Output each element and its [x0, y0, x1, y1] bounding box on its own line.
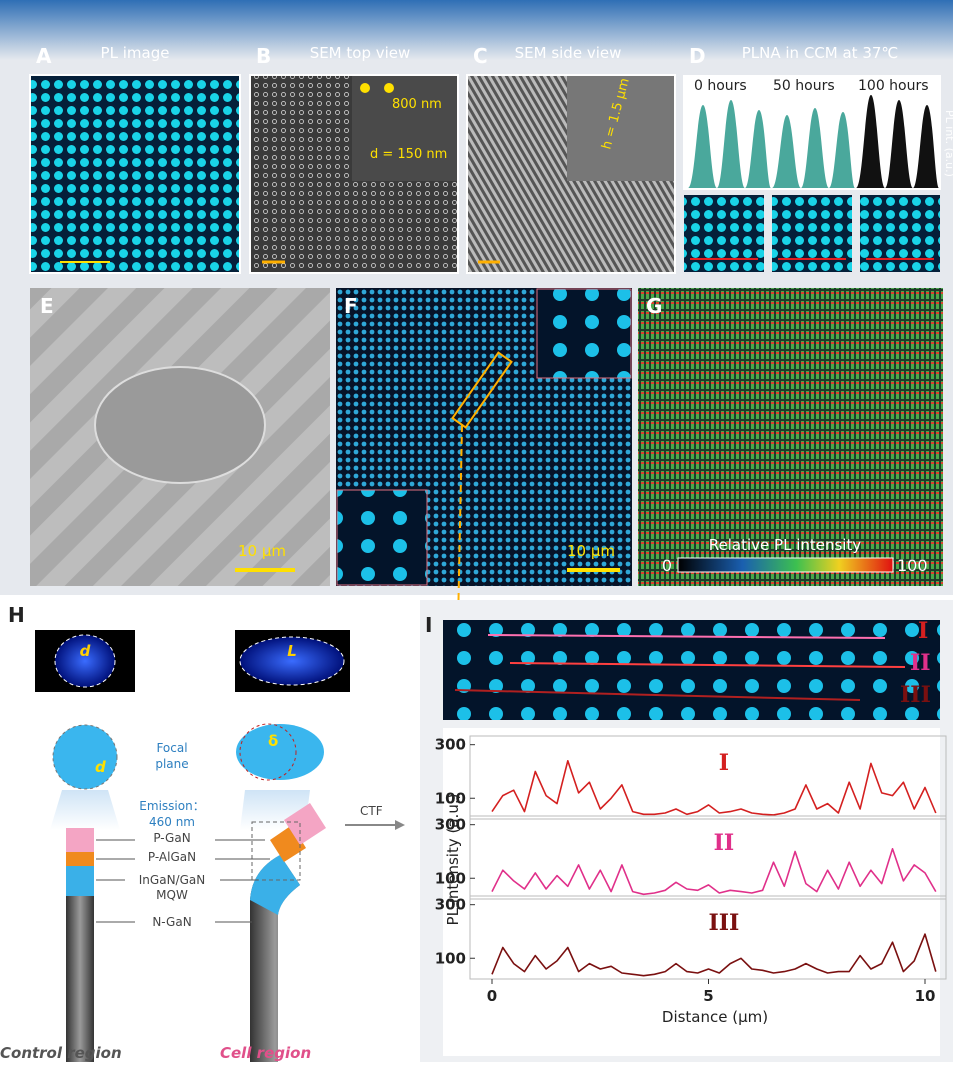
panel-label: E	[40, 294, 54, 318]
width-label: L	[287, 642, 297, 660]
x-tick-label: 10	[915, 987, 936, 1005]
width-label: d	[80, 642, 91, 660]
beam	[50, 790, 120, 830]
spot-image	[684, 195, 764, 272]
colorbar-tick: 0	[662, 556, 672, 575]
emission-label: 460 nm	[149, 815, 195, 829]
plot-area	[443, 728, 940, 1056]
layer-n-gan	[66, 896, 94, 1062]
layer-p-algan	[66, 852, 94, 866]
panel-title: SEM top view	[310, 44, 411, 62]
layer-label: InGaN/GaN	[139, 873, 205, 887]
layer-label: P-GaN	[153, 831, 190, 845]
spot-image	[860, 195, 940, 272]
colorbar-label: Relative PL intensity	[709, 536, 862, 554]
emission-label: Emission：	[139, 799, 204, 813]
axis-label: PL int. (a.u.)	[943, 110, 953, 177]
annotation: 800 nm	[392, 97, 442, 112]
layer-label: N-GaN	[152, 915, 191, 929]
panel-label: B	[256, 44, 271, 68]
inset	[337, 490, 427, 585]
cell	[95, 367, 265, 483]
profile	[772, 108, 855, 188]
panel-label: F	[344, 294, 358, 318]
panel-title: PL image	[101, 44, 170, 62]
figure: A PL image 800 nm d = 150 nm B SEM top v…	[0, 0, 953, 1062]
page: PLNA figure html, body { margin: 0; padd…	[0, 0, 953, 1062]
y-tick-label: 100	[435, 949, 466, 967]
panel-label: C	[473, 44, 488, 68]
x-axis-label: Distance (µm)	[662, 1008, 768, 1026]
focal-label: Focal	[156, 741, 187, 755]
line-annotation: II	[714, 830, 735, 856]
line-label: III	[900, 682, 931, 708]
inset	[537, 289, 631, 378]
line-label: II	[910, 650, 931, 676]
panel-title: SEM side view	[515, 44, 622, 62]
spot-image	[772, 195, 852, 272]
x-tick-label: 0	[487, 987, 497, 1005]
colorbar-tick: 100	[897, 556, 928, 575]
pl-image	[30, 75, 240, 273]
panel-title: PLNA in CCM at 37℃	[742, 44, 899, 62]
focal-spot	[53, 725, 117, 789]
marker	[360, 83, 370, 93]
focal-label: plane	[155, 757, 188, 771]
line-label: I	[918, 618, 928, 644]
panel-label: G	[646, 294, 662, 318]
line-annotation: III	[708, 910, 739, 936]
time-label: 100 hours	[858, 78, 929, 94]
layer-mqw	[66, 866, 94, 896]
time-label: 0 hours	[694, 78, 747, 94]
panel-label: A	[36, 44, 52, 68]
panel-label: H	[8, 603, 25, 627]
layer-label: MQW	[156, 888, 188, 902]
x-tick-label: 5	[703, 987, 713, 1005]
scale-label: 10 µm	[238, 542, 286, 560]
body: { "panels": { "A": {"label": "A", "title…	[0, 0, 953, 1062]
width-label: d	[95, 758, 106, 776]
y-tick-label: 300	[435, 896, 466, 914]
annotation: d = 150 nm	[370, 147, 447, 162]
marker	[384, 83, 394, 93]
caption: Control region	[0, 1044, 122, 1062]
arrowhead	[395, 820, 405, 830]
scale-label: 10 µm	[567, 542, 615, 560]
shift-label: δ	[268, 732, 278, 750]
caption: Cell region	[220, 1044, 311, 1062]
layer-p-gan	[66, 828, 94, 852]
profile	[688, 100, 771, 188]
profile	[856, 95, 939, 188]
ctf-label: CTF	[360, 804, 383, 818]
focal-spot	[236, 724, 324, 780]
y-tick-label: 300	[435, 736, 466, 754]
time-label: 50 hours	[773, 78, 835, 94]
panel-label: D	[689, 44, 706, 68]
line-annotation: I	[719, 750, 729, 776]
colorbar	[678, 558, 893, 572]
panel-label: I	[425, 613, 432, 637]
layer-label: P-AlGaN	[148, 850, 196, 864]
